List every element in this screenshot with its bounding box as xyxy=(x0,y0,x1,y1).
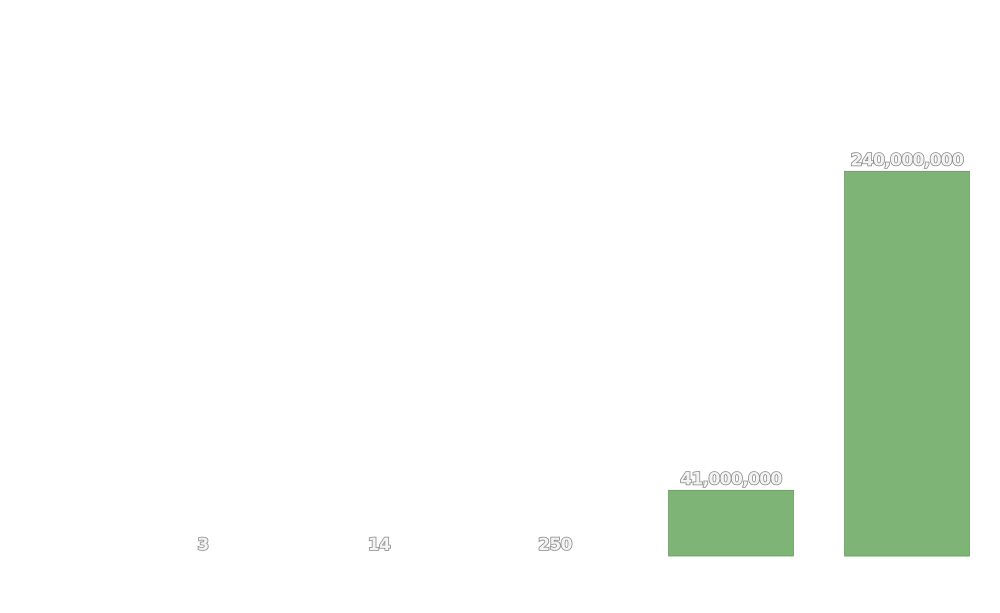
data-label: 240,000,000 xyxy=(851,150,965,170)
bar xyxy=(668,489,794,557)
bar xyxy=(844,170,970,557)
bars xyxy=(668,170,970,557)
data-labels: 3 14 250 41,000,000 240,000,000 xyxy=(197,150,966,556)
data-label: 14 xyxy=(368,535,391,555)
data-label: 3 xyxy=(197,535,208,555)
data-label: 41,000,000 xyxy=(680,469,782,489)
data-label: 250 xyxy=(538,535,572,555)
